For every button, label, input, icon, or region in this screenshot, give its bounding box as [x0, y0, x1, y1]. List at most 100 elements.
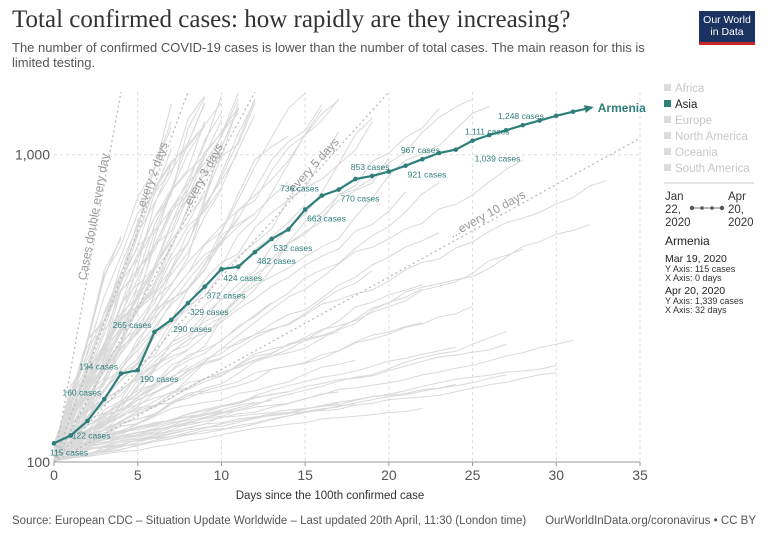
- data-point: [152, 329, 157, 335]
- timeline-handle-start[interactable]: [689, 205, 695, 211]
- doubling-reference-lines: Cases double every day ...every 2 days...…: [53, 91, 641, 463]
- page-title: Total confirmed cases: how rapidly are t…: [12, 6, 571, 33]
- data-point: [487, 132, 492, 138]
- tooltip: Armenia Mar 19, 2020 Y Axis: 115 cases X…: [665, 234, 744, 315]
- timeline-end-day: 20,: [728, 204, 744, 216]
- x-tick-label: 0: [50, 467, 58, 483]
- data-label: 482 cases: [257, 256, 296, 266]
- logo-line-2: in Data: [710, 26, 744, 38]
- data-label: 290 cases: [173, 324, 212, 334]
- doubling-line: [53, 91, 189, 463]
- data-point: [202, 284, 207, 289]
- legend-item-asia[interactable]: Asia: [664, 99, 698, 111]
- legend-item-north-america[interactable]: North America: [664, 131, 748, 143]
- tooltip-start-x: X Axis: 0 days: [665, 273, 722, 283]
- data-label: 160 cases: [62, 387, 101, 397]
- x-tick-label: 30: [548, 467, 564, 483]
- legend-swatch: [664, 84, 671, 91]
- legend: Africa Asia Europe North America Oceania Sout…: [664, 83, 754, 184]
- legend-item-oceania[interactable]: Oceania: [664, 147, 718, 159]
- data-point: [436, 150, 442, 156]
- background-country-line: [53, 235, 122, 445]
- data-point: [319, 193, 325, 198]
- legend-item-south-america[interactable]: South America: [664, 163, 750, 175]
- legend-label: Europe: [675, 115, 712, 127]
- background-country-line: [53, 131, 340, 459]
- data-point: [420, 156, 425, 162]
- data-point: [68, 433, 74, 438]
- data-point: [336, 187, 341, 192]
- data-point: [219, 266, 224, 272]
- tooltip-start-y: Y Axis: 115 cases: [665, 264, 736, 274]
- logo-line-1: Our World: [703, 14, 751, 26]
- data-point: [353, 176, 358, 182]
- background-country-line: [53, 156, 206, 461]
- data-point: [118, 371, 124, 376]
- background-country-line: [53, 393, 189, 447]
- footer-source: Source: European CDC – Situation Update …: [12, 515, 527, 527]
- legend-swatch: [664, 116, 671, 123]
- legend-swatch: [664, 148, 671, 155]
- legend-label: South America: [675, 163, 750, 175]
- data-label: 736 cases: [280, 184, 319, 194]
- data-point: [269, 236, 274, 242]
- data-label: 190 cases: [140, 374, 179, 384]
- timeline-start-year: 2020: [665, 217, 691, 229]
- data-label: 194 cases: [79, 362, 118, 372]
- legend-item-europe[interactable]: Europe: [664, 115, 712, 127]
- data-label: 967 cases: [401, 145, 440, 155]
- x-axis-label: Days since the 100th confirmed case: [236, 490, 425, 502]
- y-tick-label: 100: [27, 454, 51, 470]
- data-label: 1,248 cases: [498, 111, 544, 121]
- data-point: [235, 264, 241, 270]
- owid-logo[interactable]: Our World in Data: [699, 11, 755, 45]
- grid: [54, 92, 641, 463]
- background-country-line: [53, 159, 524, 453]
- background-country-line: [53, 181, 289, 453]
- data-label: 265 cases: [113, 320, 152, 330]
- footer-credit[interactable]: OurWorldInData.org/coronavirus • CC BY: [545, 515, 756, 527]
- tooltip-end-date: Apr 20, 2020: [665, 285, 725, 297]
- background-country-line: [53, 106, 490, 460]
- data-label: 532 cases: [274, 243, 313, 253]
- data-labels: 115 cases 122 cases 160 cases 194 cases 190 …: [50, 111, 544, 457]
- data-label: 1,039 cases: [475, 154, 521, 164]
- data-point: [386, 169, 392, 174]
- data-point: [369, 173, 375, 179]
- legend-swatch: [664, 100, 671, 107]
- data-point: [503, 127, 509, 133]
- timeline[interactable]: Jan 22, 2020 Apr 20, 2020: [665, 191, 754, 229]
- page-subtitle: The number of confirmed COVID-19 cases i…: [12, 40, 645, 70]
- timeline-handle-end[interactable]: [719, 205, 725, 211]
- background-country-line: [53, 182, 440, 448]
- data-point: [403, 163, 408, 169]
- x-tick-label: 35: [632, 467, 648, 483]
- x-tick-label: 15: [297, 467, 313, 483]
- background-country-line: [53, 228, 155, 451]
- legend-label: Asia: [675, 99, 698, 111]
- doubling-line: [53, 91, 390, 463]
- data-point: [135, 367, 141, 373]
- legend-label: Oceania: [675, 147, 718, 159]
- data-point: [85, 418, 90, 424]
- legend-swatch: [664, 132, 671, 139]
- legend-item-africa[interactable]: Africa: [664, 83, 705, 95]
- data-point: [520, 122, 526, 128]
- tooltip-end-x: X Axis: 32 days: [665, 305, 727, 315]
- data-label: 424 cases: [223, 273, 262, 283]
- background-country-line: [53, 103, 239, 449]
- doubling-line: [53, 91, 256, 463]
- x-tick-label: 20: [381, 467, 397, 483]
- legend-label: North America: [675, 131, 748, 143]
- timeline-start-month: Jan: [665, 191, 684, 203]
- series-end-label: Armenia: [598, 101, 646, 115]
- background-country-line: [53, 410, 222, 448]
- x-tick-label: 5: [134, 467, 142, 483]
- background-country-line: [53, 331, 507, 462]
- data-label: 853 cases: [351, 162, 390, 172]
- y-tick-label: 1,000: [15, 147, 50, 163]
- data-label: 1,111 cases: [465, 127, 510, 137]
- timeline-handle-mid1: [700, 206, 704, 210]
- data-point: [553, 113, 559, 119]
- timeline-end-year: 2020: [728, 217, 754, 229]
